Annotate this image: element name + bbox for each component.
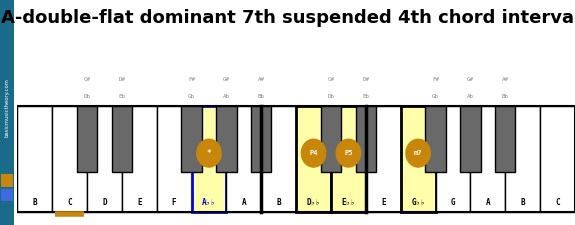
Text: P5: P5 <box>344 150 352 156</box>
Text: Db: Db <box>328 94 335 99</box>
Ellipse shape <box>197 139 221 167</box>
Text: Ab: Ab <box>467 94 474 99</box>
Text: basicmusictheory.com: basicmusictheory.com <box>5 79 10 137</box>
Text: F#: F# <box>188 77 195 82</box>
Bar <box>401 106 436 212</box>
Bar <box>216 106 236 172</box>
Bar <box>52 106 87 212</box>
Bar <box>251 106 271 172</box>
Bar <box>87 106 122 212</box>
Bar <box>77 106 97 172</box>
Text: D#: D# <box>362 77 369 82</box>
Text: A: A <box>242 198 246 207</box>
Text: Gb: Gb <box>188 94 195 99</box>
Text: G♭♭: G♭♭ <box>411 198 425 207</box>
Bar <box>1 189 13 201</box>
Bar <box>191 106 227 212</box>
Bar <box>461 106 481 172</box>
Ellipse shape <box>301 139 326 167</box>
Bar <box>321 106 341 172</box>
Bar <box>356 106 376 172</box>
Bar <box>156 106 191 212</box>
Text: C#: C# <box>328 77 335 82</box>
Text: E: E <box>137 198 141 207</box>
Text: D#: D# <box>118 77 125 82</box>
Text: B: B <box>32 198 37 207</box>
Text: Bb: Bb <box>502 94 509 99</box>
Text: C#: C# <box>83 77 90 82</box>
Bar <box>122 106 156 212</box>
Bar <box>261 106 296 212</box>
Text: Eb: Eb <box>118 94 125 99</box>
Text: D♭♭: D♭♭ <box>306 198 320 207</box>
Bar <box>182 106 202 172</box>
Text: G#: G# <box>223 77 230 82</box>
Text: Gb: Gb <box>432 94 439 99</box>
Text: Db: Db <box>83 94 90 99</box>
Text: m7: m7 <box>414 150 423 156</box>
Bar <box>470 106 505 212</box>
Text: A♭♭: A♭♭ <box>202 198 216 207</box>
Text: A#: A# <box>502 77 509 82</box>
Text: B: B <box>520 198 525 207</box>
Text: E♭♭: E♭♭ <box>342 198 355 207</box>
Text: G#: G# <box>467 77 474 82</box>
Bar <box>112 106 132 172</box>
Text: G: G <box>451 198 455 207</box>
Bar <box>426 106 446 172</box>
Text: D: D <box>102 198 107 207</box>
Bar <box>436 106 470 212</box>
Bar <box>366 106 401 212</box>
Text: P4: P4 <box>309 150 318 156</box>
Text: C: C <box>555 198 560 207</box>
Bar <box>17 106 52 212</box>
Text: Bb: Bb <box>258 94 264 99</box>
Bar <box>296 106 331 212</box>
Bar <box>495 106 515 172</box>
Text: C: C <box>67 198 72 207</box>
Text: Ab: Ab <box>223 94 230 99</box>
Text: F: F <box>172 198 177 207</box>
Text: B: B <box>277 198 281 207</box>
Bar <box>505 106 540 212</box>
Bar <box>540 106 575 212</box>
Text: A: A <box>485 198 490 207</box>
Ellipse shape <box>406 139 430 167</box>
Text: F#: F# <box>432 77 439 82</box>
Text: A-double-flat dominant 7th suspended 4th chord intervals: A-double-flat dominant 7th suspended 4th… <box>1 9 575 27</box>
Text: E: E <box>381 198 386 207</box>
Bar <box>331 106 366 212</box>
Text: Eb: Eb <box>362 94 369 99</box>
Bar <box>227 106 261 212</box>
Bar <box>17 106 575 212</box>
Text: A#: A# <box>258 77 264 82</box>
Bar <box>1 174 13 187</box>
Text: *: * <box>206 149 211 158</box>
Ellipse shape <box>336 139 361 167</box>
